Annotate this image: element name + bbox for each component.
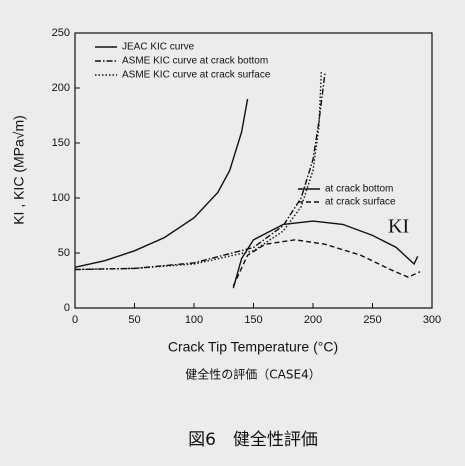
y-tick-label: 0	[64, 302, 70, 314]
y-tick-label: 250	[52, 27, 70, 39]
y-tick-label: 50	[58, 247, 70, 259]
x-tick-label: 300	[423, 314, 441, 326]
x-axis-label: Crack Tip Temperature (°C)	[168, 339, 338, 355]
line	[232, 220, 419, 289]
legend-label: at crack bottom	[325, 184, 393, 195]
legend-label: at crack surface	[325, 197, 396, 208]
y-axis-label: KI , KIC (MPa√m)	[11, 115, 27, 225]
y-tick-label: 100	[52, 192, 70, 204]
x-tick-label: 0	[72, 314, 78, 326]
y-tick-label: 150	[52, 137, 70, 149]
line	[74, 98, 249, 268]
annotation: KI	[388, 216, 409, 238]
x-tick-label: 150	[244, 314, 262, 326]
line	[232, 239, 421, 287]
legend-label: ASME KIC curve at crack surface	[122, 70, 271, 81]
caption: 健全性の評価（CASE4）	[185, 367, 320, 382]
y-tick-label: 200	[52, 82, 70, 94]
x-tick-label: 250	[363, 314, 381, 326]
legend-label: ASME KIC curve at crack bottom	[122, 56, 268, 67]
legend-label: JEAC KIC curve	[122, 42, 195, 53]
figure-title: 図6 健全性評価	[188, 430, 318, 450]
x-tick-label: 200	[304, 314, 322, 326]
x-tick-label: 50	[128, 314, 140, 326]
x-tick-label: 100	[185, 314, 203, 326]
